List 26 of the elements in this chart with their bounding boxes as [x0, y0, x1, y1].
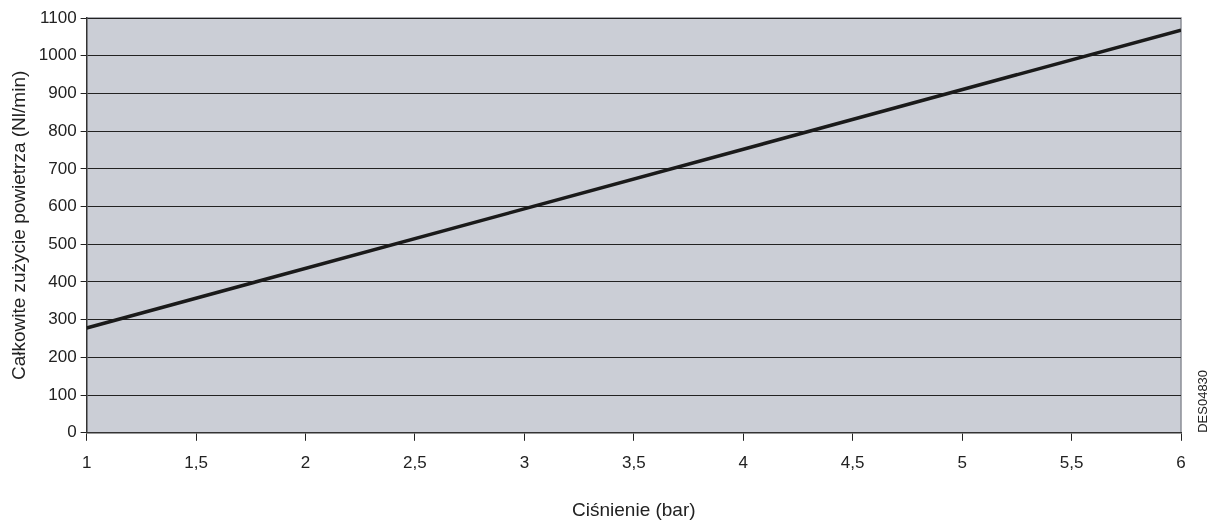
- y-tick-label: 600: [48, 196, 77, 216]
- y-tick-label: 1000: [38, 45, 77, 65]
- y-axis-title: Całkowite zużycie powietrza (Nl/min): [7, 70, 29, 381]
- x-tick-label: 4,5: [840, 452, 865, 472]
- y-tick-label: 500: [48, 233, 77, 253]
- y-tick-label: 1100: [40, 7, 77, 27]
- y-tick-label: 0: [67, 422, 77, 442]
- x-tick-label: 1,5: [184, 452, 208, 472]
- x-tick-label: 3,5: [621, 452, 646, 472]
- x-tick-label: 2,5: [403, 452, 427, 472]
- text: DES04830: [1195, 369, 1210, 433]
- y-tick-label: 300: [48, 309, 77, 329]
- x-tick-label: 5: [957, 452, 967, 472]
- y-tick-label: 700: [48, 158, 77, 178]
- x-tick-label: 4: [738, 452, 748, 472]
- x-tick-label: 5,5: [1059, 452, 1084, 472]
- x-tick-label: 1: [81, 452, 92, 472]
- y-tick-label: 400: [48, 271, 77, 291]
- y-tick-label: 100: [48, 384, 77, 404]
- y-tick-label: 900: [48, 83, 77, 103]
- x-tick-label: 3: [519, 452, 530, 472]
- x-tick-label: 6: [1176, 452, 1186, 472]
- y-tick-label: 200: [48, 347, 77, 367]
- x-tick-label: 2: [300, 452, 311, 472]
- y-tick-label: 800: [48, 120, 77, 140]
- x-axis-title: Ciśnienie (bar): [572, 498, 696, 520]
